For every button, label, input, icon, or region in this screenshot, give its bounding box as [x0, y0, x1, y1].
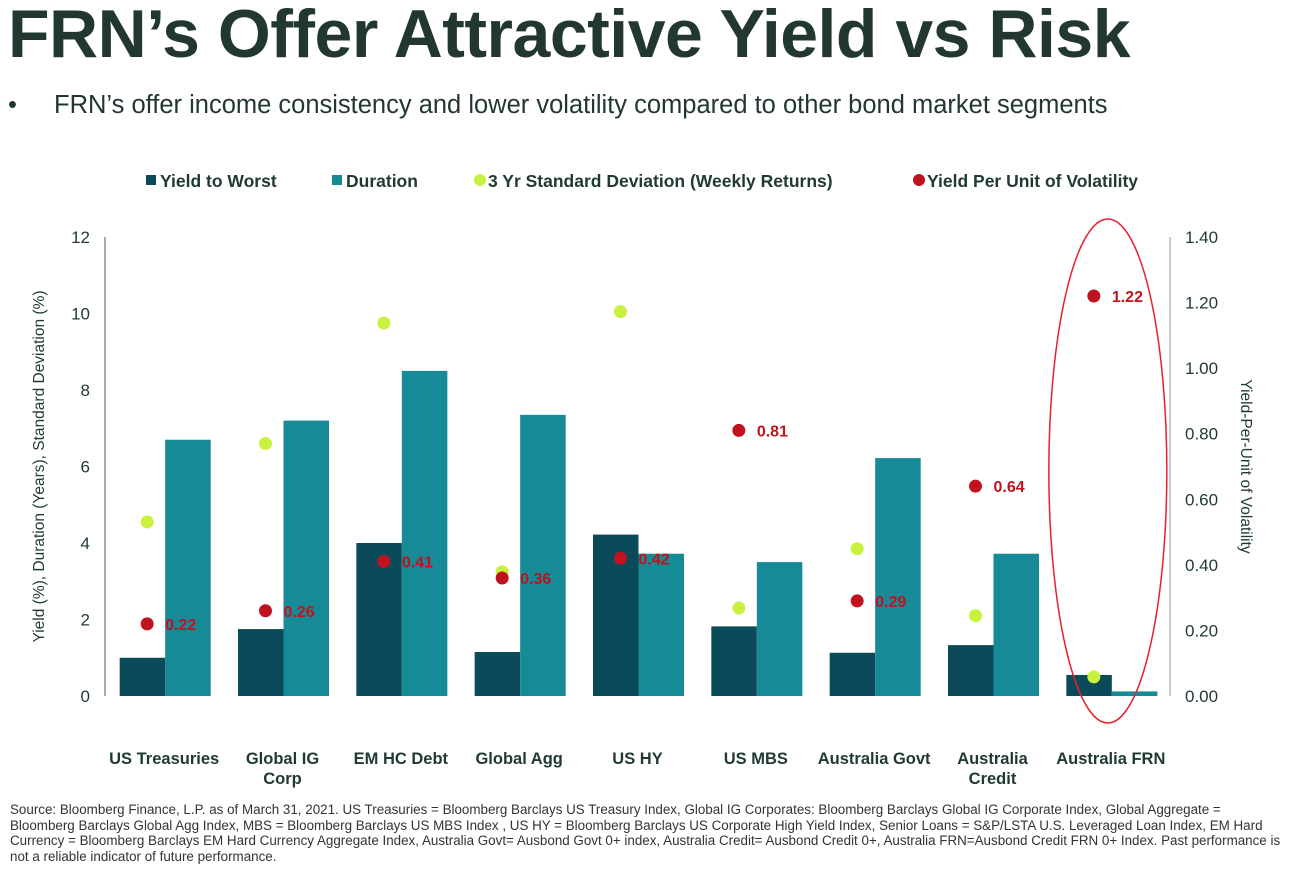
bar-yield-to-worst: [238, 629, 284, 696]
y2-tick-label: 0.00: [1185, 687, 1218, 706]
bar-yield-to-worst: [711, 626, 757, 696]
page-title: FRN’s Offer Attractive Yield vs Risk: [8, 0, 1131, 72]
yield-per-vol-label: 0.22: [165, 617, 196, 634]
yield-per-vol-point: [969, 479, 982, 493]
bullet-text: FRN’s offer income consistency and lower…: [54, 91, 1108, 119]
bar-yield-to-worst: [948, 645, 994, 696]
std-dev-point: [259, 437, 272, 451]
legend-marker: [474, 174, 486, 186]
x-tick-label: Global Agg: [475, 750, 562, 768]
std-dev-point: [614, 305, 627, 319]
bar-duration: [520, 414, 566, 696]
bar-duration: [875, 458, 921, 696]
y-axis-title: Yield (%), Duration (Years), Standard De…: [31, 290, 48, 642]
bar-yield-to-worst: [119, 657, 166, 696]
y2-tick-label: 1.20: [1185, 294, 1218, 313]
std-dev-point: [1087, 670, 1101, 684]
yield-per-vol-label: 0.64: [994, 479, 1025, 496]
std-dev-point: [969, 609, 982, 623]
std-dev-point: [850, 542, 864, 556]
x-tick-label: Australia Govt: [818, 750, 931, 768]
yield-per-vol-point: [377, 555, 391, 569]
x-tick-label: EM HC Debt: [354, 750, 449, 768]
subtitle-bullet: • FRN’s offer income consistency and lowe…: [8, 90, 1290, 121]
bar-duration: [638, 553, 684, 696]
source-note: Source: Bloomberg Finance, L.P. as of Ma…: [10, 802, 1281, 864]
x-tick-label: Corp: [263, 770, 302, 788]
x-tick-label: Australia FRN: [1056, 750, 1165, 768]
y-tick-label: 10: [71, 305, 90, 324]
yield-per-vol-point: [850, 594, 864, 608]
yield-per-vol-point: [1087, 289, 1101, 303]
y-tick-label: 12: [71, 228, 90, 247]
highlight-ellipse: [1048, 218, 1168, 724]
x-tick-label: US HY: [612, 750, 662, 768]
y2-tick-label: 0.60: [1185, 490, 1218, 509]
std-dev-point: [140, 515, 154, 529]
yield-per-vol-point: [495, 571, 509, 585]
legend-marker: [913, 174, 925, 186]
x-tick-label: Australia: [957, 750, 1028, 768]
yield-per-vol-point: [259, 604, 272, 618]
bar-yield-to-worst: [1066, 674, 1112, 696]
bar-duration: [401, 370, 448, 696]
x-tick-label: Global IG: [246, 750, 319, 768]
yield-per-vol-label: 0.81: [757, 423, 788, 440]
yield-per-vol-label: 0.29: [875, 594, 906, 611]
bar-yield-to-worst: [356, 543, 402, 696]
y-tick-label: 2: [81, 611, 90, 630]
y-tick-label: 0: [81, 687, 90, 706]
bullet-symbol: •: [8, 91, 17, 119]
bar-duration: [1111, 691, 1158, 696]
bar-yield-to-worst: [829, 652, 876, 696]
chart: Yield to Worst Duration 3 Yr Standard Devi…: [31, 171, 1254, 788]
yield-per-vol-point: [140, 617, 154, 631]
std-dev-point: [377, 316, 391, 330]
std-dev-point: [732, 601, 746, 615]
y-tick-label: 8: [81, 381, 90, 400]
bar-duration: [993, 553, 1039, 696]
legend-label: 3 Yr Standard Deviation (Weekly Returns): [488, 171, 833, 191]
bar-yield-to-worst: [474, 652, 521, 696]
x-tick-label: US Treasuries: [109, 750, 219, 768]
y2-axis-title: Yield-Per-Unit of Volatility: [1237, 379, 1254, 554]
legend-label: Yield to Worst: [160, 171, 277, 191]
legend-label: Duration: [346, 171, 418, 191]
bar-duration: [756, 562, 803, 696]
legend-swatch: [146, 175, 156, 185]
y-tick-label: 4: [81, 534, 90, 553]
yield-per-vol-point: [732, 423, 746, 437]
yield-per-vol-label: 0.36: [520, 571, 551, 588]
y-tick-label: 6: [81, 458, 90, 477]
x-tick-label: Credit: [969, 770, 1017, 788]
y2-tick-label: 0.40: [1185, 556, 1218, 575]
y2-tick-label: 0.20: [1185, 621, 1218, 640]
x-tick-label: US MBS: [724, 750, 788, 768]
yield-per-vol-label: 0.42: [639, 551, 670, 568]
yield-per-vol-label: 0.26: [284, 604, 315, 621]
bar-duration: [165, 439, 211, 696]
legend-label: Yield Per Unit of Volatility: [927, 171, 1138, 191]
yield-per-vol-label: 1.22: [1112, 289, 1143, 306]
yield-per-vol-point: [614, 551, 627, 565]
legend-swatch: [332, 175, 342, 185]
y2-tick-label: 1.40: [1185, 228, 1218, 247]
y2-tick-label: 0.80: [1185, 425, 1218, 444]
yield-per-vol-label: 0.41: [402, 555, 433, 572]
bar-duration: [283, 420, 329, 696]
y2-tick-label: 1.00: [1185, 359, 1218, 378]
